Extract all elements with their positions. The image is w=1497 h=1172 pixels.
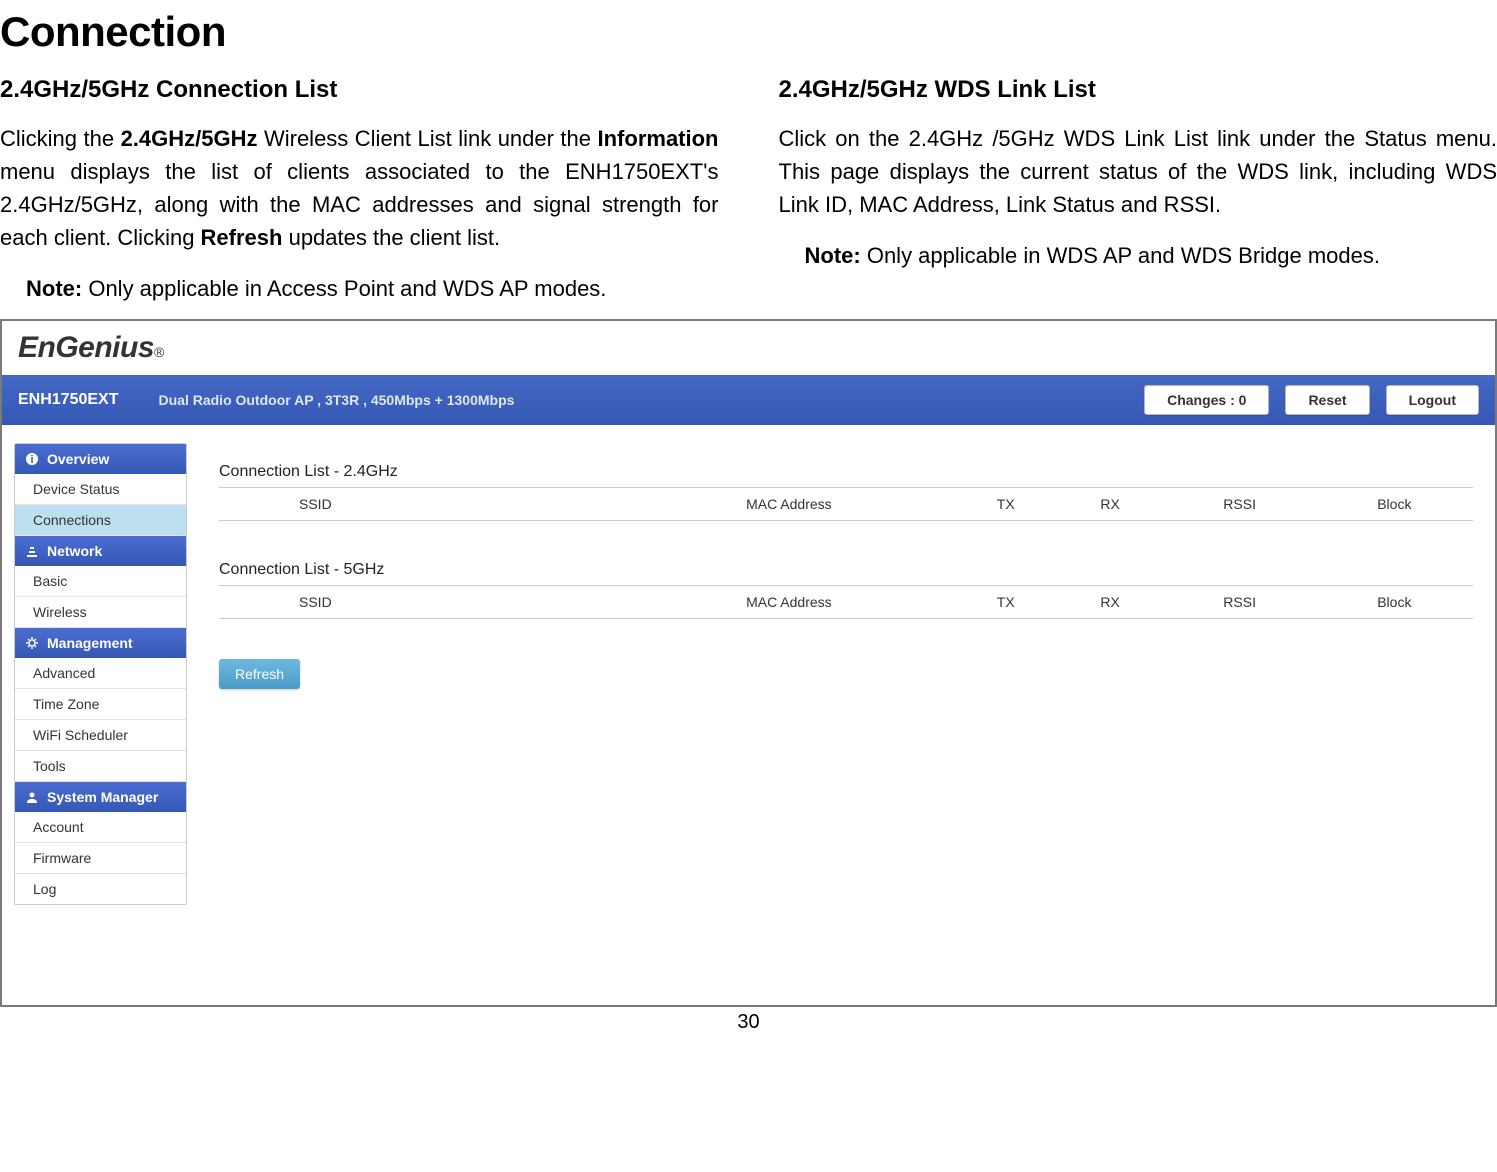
sidebar-item-wifi-scheduler[interactable]: WiFi Scheduler [15, 720, 186, 751]
note-text: Only applicable in WDS AP and WDS Bridge… [861, 243, 1380, 268]
col-tx: TX [955, 586, 1057, 619]
text-fragment: Wireless Client List link under the [258, 126, 598, 151]
col-ssid: SSID [219, 488, 623, 521]
sidebar-item-firmware[interactable]: Firmware [15, 843, 186, 874]
text-fragment: Clicking the [0, 126, 121, 151]
connection-table-24ghz: SSID MAC Address TX RX RSSI Block [219, 487, 1473, 521]
network-icon [25, 544, 39, 558]
sidebar-head-label: Network [47, 543, 102, 559]
connection-table-5ghz: SSID MAC Address TX RX RSSI Block [219, 585, 1473, 619]
sidebar-item-device-status[interactable]: Device Status [15, 474, 186, 505]
sidebar: i Overview Device Status Connections Net… [14, 443, 187, 905]
app-body: i Overview Device Status Connections Net… [2, 425, 1495, 1005]
right-column: 2.4GHz/5GHz WDS Link List Click on the 2… [779, 76, 1497, 305]
col-ssid: SSID [219, 586, 623, 619]
top-bar-actions: Changes : 0 Reset Logout [1144, 385, 1479, 415]
engenius-logo: EnGenius® [18, 331, 164, 365]
col-rssi: RSSI [1164, 586, 1316, 619]
sidebar-item-log[interactable]: Log [15, 874, 186, 904]
left-note: Note: Only applicable in Access Point an… [26, 272, 719, 305]
text-fragment: updates the client list. [282, 225, 500, 250]
left-paragraph: Clicking the 2.4GHz/5GHz Wireless Client… [0, 122, 719, 254]
sidebar-head-management[interactable]: Management [15, 628, 186, 658]
sidebar-head-label: Overview [47, 451, 109, 467]
admin-screenshot: EnGenius® ENH1750EXT Dual Radio Outdoor … [0, 319, 1497, 1007]
svg-text:i: i [30, 454, 33, 466]
left-heading: 2.4GHz/5GHz Connection List [0, 76, 719, 104]
info-icon: i [25, 452, 39, 466]
col-rssi: RSSI [1164, 488, 1316, 521]
doc-title: Connection [0, 8, 1497, 56]
col-mac: MAC Address [623, 586, 955, 619]
right-paragraph: Click on the 2.4GHz /5GHz WDS Link List … [779, 122, 1497, 221]
content-area: Connection List - 2.4GHz SSID MAC Addres… [199, 443, 1483, 993]
sidebar-item-connections[interactable]: Connections [15, 505, 186, 536]
note-text: Only applicable in Access Point and WDS … [82, 276, 606, 301]
sidebar-item-advanced[interactable]: Advanced [15, 658, 186, 689]
sidebar-item-wireless[interactable]: Wireless [15, 597, 186, 628]
note-label: Note: [805, 243, 861, 268]
device-description: Dual Radio Outdoor AP , 3T3R , 450Mbps +… [159, 392, 515, 408]
sidebar-item-account[interactable]: Account [15, 812, 186, 843]
refresh-button[interactable]: Refresh [219, 659, 300, 689]
right-note: Note: Only applicable in WDS AP and WDS … [805, 239, 1497, 272]
device-name: ENH1750EXT [18, 391, 119, 409]
list-5ghz-title: Connection List - 5GHz [219, 561, 1473, 579]
sidebar-head-network[interactable]: Network [15, 536, 186, 566]
right-heading: 2.4GHz/5GHz WDS Link List [779, 76, 1497, 104]
logo-bar: EnGenius® [2, 321, 1495, 375]
text-bold: Information [598, 126, 719, 151]
registered-icon: ® [154, 344, 164, 360]
col-mac: MAC Address [623, 488, 955, 521]
reset-button[interactable]: Reset [1285, 385, 1369, 415]
changes-button[interactable]: Changes : 0 [1144, 385, 1269, 415]
user-icon [25, 790, 39, 804]
top-bar: ENH1750EXT Dual Radio Outdoor AP , 3T3R … [2, 375, 1495, 425]
col-rx: RX [1057, 488, 1164, 521]
sidebar-head-label: Management [47, 635, 133, 651]
text-bold: Refresh [201, 225, 283, 250]
col-tx: TX [955, 488, 1057, 521]
gear-icon [25, 636, 39, 650]
list-24ghz-title: Connection List - 2.4GHz [219, 463, 1473, 481]
sidebar-item-basic[interactable]: Basic [15, 566, 186, 597]
page-number: 30 [0, 1011, 1497, 1034]
logo-text: EnGenius [18, 331, 154, 365]
note-label: Note: [26, 276, 82, 301]
col-block: Block [1316, 488, 1473, 521]
logout-button[interactable]: Logout [1386, 385, 1479, 415]
col-rx: RX [1057, 586, 1164, 619]
left-column: 2.4GHz/5GHz Connection List Clicking the… [0, 76, 719, 305]
col-block: Block [1316, 586, 1473, 619]
sidebar-head-label: System Manager [47, 789, 158, 805]
text-bold: 2.4GHz/5GHz [121, 126, 258, 151]
sidebar-head-overview[interactable]: i Overview [15, 444, 186, 474]
sidebar-item-tools[interactable]: Tools [15, 751, 186, 782]
doc-columns: 2.4GHz/5GHz Connection List Clicking the… [0, 76, 1497, 305]
sidebar-item-time-zone[interactable]: Time Zone [15, 689, 186, 720]
sidebar-head-system-manager[interactable]: System Manager [15, 782, 186, 812]
